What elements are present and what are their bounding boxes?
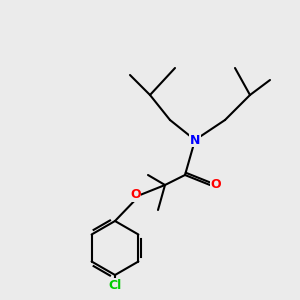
Text: Cl: Cl: [108, 279, 122, 292]
Text: N: N: [190, 134, 200, 146]
Text: O: O: [211, 178, 221, 191]
Text: O: O: [130, 188, 141, 202]
